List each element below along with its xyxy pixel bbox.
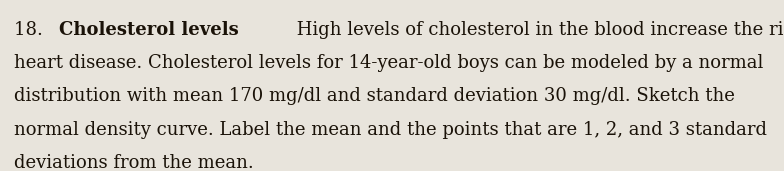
Text: High levels of cholesterol in the blood increase the risk of: High levels of cholesterol in the blood …: [291, 21, 784, 38]
Text: heart disease. Cholesterol levels for 14-year-old boys can be modeled by a norma: heart disease. Cholesterol levels for 14…: [14, 54, 764, 72]
Text: deviations from the mean.: deviations from the mean.: [14, 154, 254, 171]
Text: normal density curve. Label the mean and the points that are 1, 2, and 3 standar: normal density curve. Label the mean and…: [14, 121, 767, 139]
Text: Cholesterol levels: Cholesterol levels: [59, 21, 238, 38]
Text: 18.: 18.: [14, 21, 49, 38]
Text: distribution with mean 170 mg/dl and standard deviation 30 mg/dl. Sketch the: distribution with mean 170 mg/dl and sta…: [14, 87, 735, 105]
